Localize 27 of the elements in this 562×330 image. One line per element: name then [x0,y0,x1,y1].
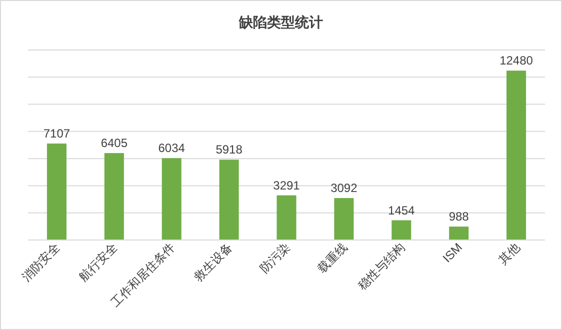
bar [104,153,124,240]
data-label: 5918 [216,142,243,157]
bar [449,226,469,240]
data-label: 7107 [43,126,70,141]
x-tick-label: 防污染 [257,240,293,276]
bar [334,198,354,240]
bar [46,144,66,240]
data-label: 988 [448,210,470,224]
data-label: 3291 [273,178,300,192]
data-label: 12480 [500,54,534,68]
x-tick-label: 航行安全 [76,240,120,284]
data-label: 6405 [100,136,128,150]
bar [162,158,182,240]
x-tick-label: 救生设备 [190,240,236,285]
x-tick-label: 消防安全 [19,240,63,284]
data-label: 6034 [158,141,186,156]
bar [219,160,239,240]
chart-title: 缺陷类型统计 [238,14,323,30]
x-tick-label: 其他 [496,240,522,268]
x-tick-label: 稳性与结构 [355,240,408,293]
bar [506,70,526,240]
x-tick-label: 载重线 [314,240,350,276]
bar [276,195,296,240]
data-label: 3092 [330,181,358,196]
x-tick-label: ISM [440,240,465,266]
data-label: 1454 [388,203,416,218]
bar [392,220,412,240]
